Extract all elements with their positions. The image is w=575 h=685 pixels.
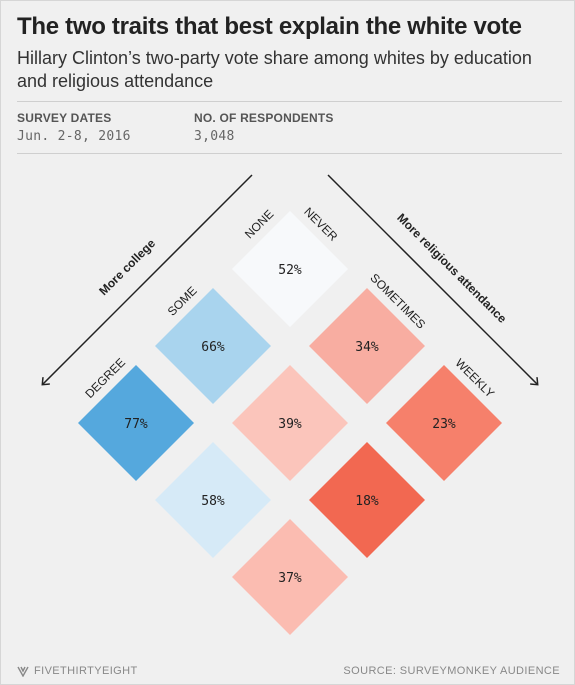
divider-meta bbox=[17, 153, 562, 154]
cell-degree-never bbox=[78, 365, 194, 481]
cell-value-label: 52% bbox=[278, 263, 302, 278]
fivethirtyeight-icon bbox=[17, 666, 29, 677]
cell-none-never bbox=[232, 211, 348, 327]
college-axis-arrow bbox=[43, 174, 253, 384]
heatmap-cells: 52% 66% 77% 34% 39% 58% 23% 18% 37% bbox=[78, 211, 502, 635]
cell-degree-weekly bbox=[232, 519, 348, 635]
cell-value-label: 58% bbox=[201, 494, 225, 509]
cell-none-sometimes bbox=[309, 288, 425, 404]
divider-top bbox=[17, 101, 562, 102]
cell-value-label: 34% bbox=[355, 340, 379, 355]
cell-degree-sometimes bbox=[155, 442, 271, 558]
cell-value-label: 23% bbox=[432, 417, 456, 432]
cell-value-label: 66% bbox=[201, 340, 225, 355]
chart-title: The two traits that best explain the whi… bbox=[17, 13, 522, 40]
respondents-label: NO. OF RESPONDENTS bbox=[194, 111, 334, 125]
heatmap-chart: 52% 66% 77% 34% 39% 58% 23% 18% 37% More college… bbox=[1, 174, 575, 635]
cell-none-weekly bbox=[386, 365, 502, 481]
cell-value-label: 18% bbox=[355, 494, 379, 509]
cell-some-sometimes bbox=[232, 365, 348, 481]
survey-dates-label: SURVEY DATES bbox=[17, 111, 112, 125]
cell-some-weekly bbox=[309, 442, 425, 558]
cell-some-never bbox=[155, 288, 271, 404]
survey-dates-value: Jun. 2-8, 2016 bbox=[17, 129, 131, 144]
axis-label-college: More college bbox=[96, 236, 158, 298]
cell-value-label: 39% bbox=[278, 417, 302, 432]
respondents-value: 3,048 bbox=[194, 129, 235, 144]
logo-text: FIVETHIRTYEIGHT bbox=[34, 665, 138, 677]
cell-value-label: 37% bbox=[278, 571, 302, 586]
cell-value-label: 77% bbox=[124, 417, 148, 432]
chart-subtitle: Hillary Clinton’s two-party vote share a… bbox=[17, 48, 532, 91]
religion-axis-arrow bbox=[327, 174, 537, 384]
source-note: SOURCE: SURVEYMONKEY AUDIENCE bbox=[343, 665, 560, 677]
fivethirtyeight-logo: FIVETHIRTYEIGHT bbox=[17, 665, 138, 677]
